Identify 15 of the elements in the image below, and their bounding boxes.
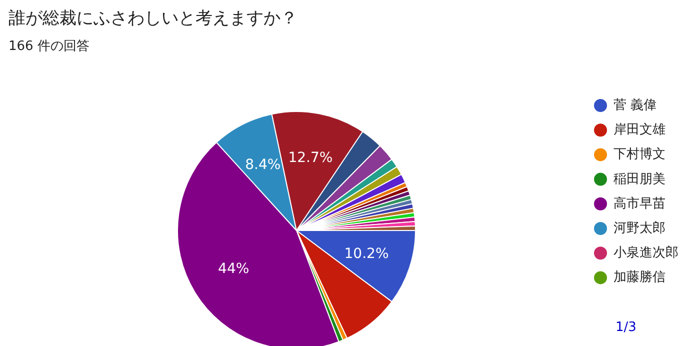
legend-label: 菅 義偉 xyxy=(614,98,657,113)
text: 166 件の回答 xyxy=(8,39,90,54)
legend-label: 加藤勝信 xyxy=(614,270,666,286)
text: 1/3 xyxy=(616,320,636,335)
legend-label: 岸田文雄 xyxy=(614,122,666,138)
legend-label: 河野太郎 xyxy=(614,220,666,236)
data-label: 44% xyxy=(218,261,250,278)
legend-label: 小泉進次郎 xyxy=(614,244,678,261)
data-label: 12.7% xyxy=(288,150,333,166)
legend-label: 稲田朋美 xyxy=(614,170,666,187)
legend-label: 下村博文 xyxy=(614,147,666,162)
chart-title: 誰が総裁にふさわしいと考えますか？ xyxy=(8,8,298,28)
data-label: 10.2% xyxy=(344,246,389,262)
data-label: 8.4% xyxy=(245,156,281,173)
legend-label: 高市早苗 xyxy=(614,195,666,212)
